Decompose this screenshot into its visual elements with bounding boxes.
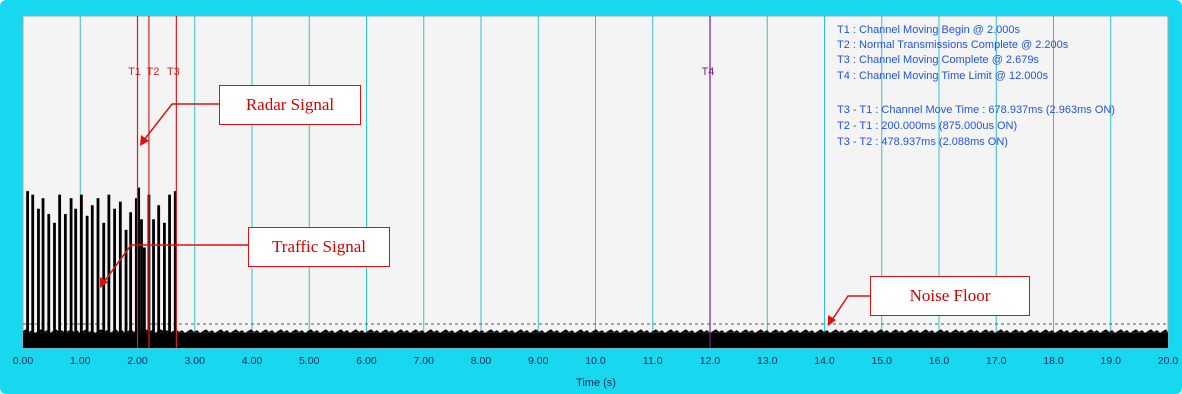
x-tick-label: 5.00 [299, 355, 320, 367]
signal-burst-bar [140, 219, 143, 346]
x-tick-label: 9.00 [528, 355, 549, 367]
x-tick-label: 20.0 [1158, 355, 1179, 367]
x-tick-label: 18.0 [1043, 355, 1064, 367]
signal-burst-bar [163, 222, 166, 346]
signal-burst-bar [79, 194, 83, 346]
signal-burst-bar [157, 205, 161, 346]
signal-burst-bar [129, 212, 133, 346]
annotation-line: T3 : Channel Moving Complete @ 2.679s [837, 54, 1039, 66]
x-tick-label: 10.0 [585, 355, 606, 367]
radar-arrowhead [140, 135, 149, 146]
x-tick-labels: 0.00 1.00 2.00 3.00 4.00 5.00 6.00 7.00 8.00 9.00… [13, 355, 1179, 367]
signal-burst-bar [107, 194, 111, 346]
annotation-line: T2 - T1 : 200.000ms (875.000us ON) [837, 120, 1017, 132]
signal-burst-bar [37, 208, 40, 346]
signal-burst-bar [168, 194, 171, 346]
signal-burst-bar [31, 194, 35, 346]
x-tick-label: 2.00 [127, 355, 148, 367]
signal-burst-bar [124, 229, 128, 346]
marker-label-t1: T1 [128, 66, 141, 78]
x-tick-label: 11.0 [643, 355, 663, 367]
noise-arrow [831, 295, 870, 321]
noise-floor-mark [23, 332, 1168, 348]
signal-burst-bar [53, 222, 56, 346]
x-tick-label: 12.0 [700, 355, 721, 367]
traffic-signal-callout: Traffic Signal [248, 227, 390, 267]
signal-burst-bar [118, 201, 122, 346]
signal-burst-bar [74, 208, 78, 346]
signal-bursts [26, 187, 177, 346]
signal-burst-bar [142, 247, 146, 346]
signal-burst-bar [85, 215, 89, 346]
x-tick-label: 1.00 [70, 355, 91, 367]
x-tick-label: 4.00 [242, 355, 263, 367]
annotation-line: T2 : Normal Transmissions Complete @ 2.2… [837, 39, 1069, 51]
annotation-line: T3 - T1 : Channel Move Time : 678.937ms … [837, 104, 1115, 116]
signal-burst-bar [63, 214, 67, 346]
x-axis-label: Time (s) [576, 377, 616, 389]
radar-signal-callout: Radar Signal [219, 85, 361, 125]
signal-burst-bar [47, 214, 51, 346]
noise-arrowhead [828, 315, 836, 326]
radar-arrow [143, 103, 219, 141]
signal-burst-bar [134, 198, 138, 346]
signal-burst-bar [173, 191, 177, 346]
x-tick-label: 0.00 [13, 355, 34, 367]
x-tick-label: 8.00 [471, 355, 492, 367]
signal-burst-bar [152, 219, 155, 346]
time-markers: T1 T2 T3 T4 [128, 16, 714, 348]
x-tick-label: 6.00 [356, 355, 377, 367]
signal-burst-bar [96, 198, 100, 346]
callout-arrows [100, 103, 870, 326]
signal-burst-bar [69, 198, 73, 346]
annotation-line: T3 - T2 : 478.937ms (2.088ms ON) [837, 136, 1008, 148]
traffic-arrow [103, 244, 248, 283]
annotation-line: T4 : Channel Moving Time Limit @ 12.000s [837, 70, 1049, 82]
marker-label-t2: T2 [147, 66, 160, 78]
signal-burst-bar [41, 198, 45, 346]
signal-burst-bar [137, 187, 141, 346]
signal-burst-bar [90, 205, 94, 346]
annotation-legend: T1 : Channel Moving Begin @ 2.000s T2 : N… [837, 24, 1115, 148]
signal-burst-bar [58, 194, 62, 346]
x-tick-label: 7.00 [414, 355, 435, 367]
annotation-line: T1 : Channel Moving Begin @ 2.000s [837, 24, 1020, 36]
x-tick-label: 16.0 [929, 355, 950, 367]
x-tick-label: 14.0 [814, 355, 835, 367]
x-tick-label: 3.00 [185, 355, 206, 367]
signal-burst-bar [113, 208, 116, 346]
noise-floor-callout: Noise Floor [870, 276, 1030, 316]
noise-floor-band [23, 329, 1168, 348]
marker-label-t3: T3 [167, 66, 180, 78]
noise-floor-ripple [23, 329, 1168, 333]
marker-label-t4: T4 [702, 66, 715, 78]
x-tick-label: 17.0 [986, 355, 1007, 367]
x-tick-label: 19.0 [1101, 355, 1122, 367]
x-tick-label: 15.0 [872, 355, 893, 367]
traffic-arrowhead [100, 277, 108, 288]
signal-burst-bar [26, 191, 29, 346]
x-tick-label: 13.0 [757, 355, 778, 367]
